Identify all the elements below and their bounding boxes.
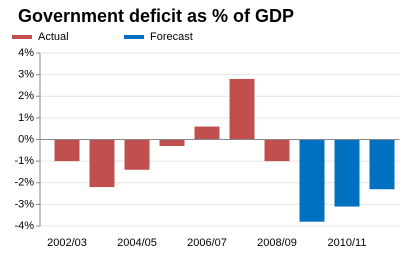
y-tick-label: 0% (18, 133, 34, 145)
x-tick-label: 2004/05 (117, 237, 157, 249)
legend-label: Actual (38, 31, 69, 43)
y-tick-label: 1% (18, 112, 34, 124)
bar (194, 126, 220, 140)
legend-swatch (124, 35, 144, 39)
bar (299, 139, 325, 222)
y-tick-label: 3% (18, 69, 34, 81)
y-tick-label: -4% (14, 220, 34, 232)
bar (369, 139, 395, 190)
y-tick-label: -2% (14, 177, 34, 189)
x-tick-label: 2010/11 (328, 237, 367, 249)
legend-label: Forecast (150, 31, 193, 43)
y-tick-label: -1% (14, 155, 34, 167)
y-tick-label: 4% (18, 47, 34, 59)
chart-title: Government deficit as % of GDP (18, 6, 294, 26)
bar (334, 139, 360, 207)
bar (54, 139, 80, 162)
legend-swatch (12, 35, 32, 39)
y-tick-label: 2% (18, 90, 34, 102)
bar (264, 139, 290, 162)
x-tick-label: 2006/07 (187, 237, 227, 249)
bar (159, 139, 185, 146)
bar (89, 139, 115, 188)
x-tick-label: 2008/09 (257, 237, 297, 249)
y-tick-label: -3% (14, 198, 34, 210)
bar (229, 78, 255, 140)
x-tick-label: 2002/03 (47, 237, 87, 249)
bar (124, 139, 150, 170)
